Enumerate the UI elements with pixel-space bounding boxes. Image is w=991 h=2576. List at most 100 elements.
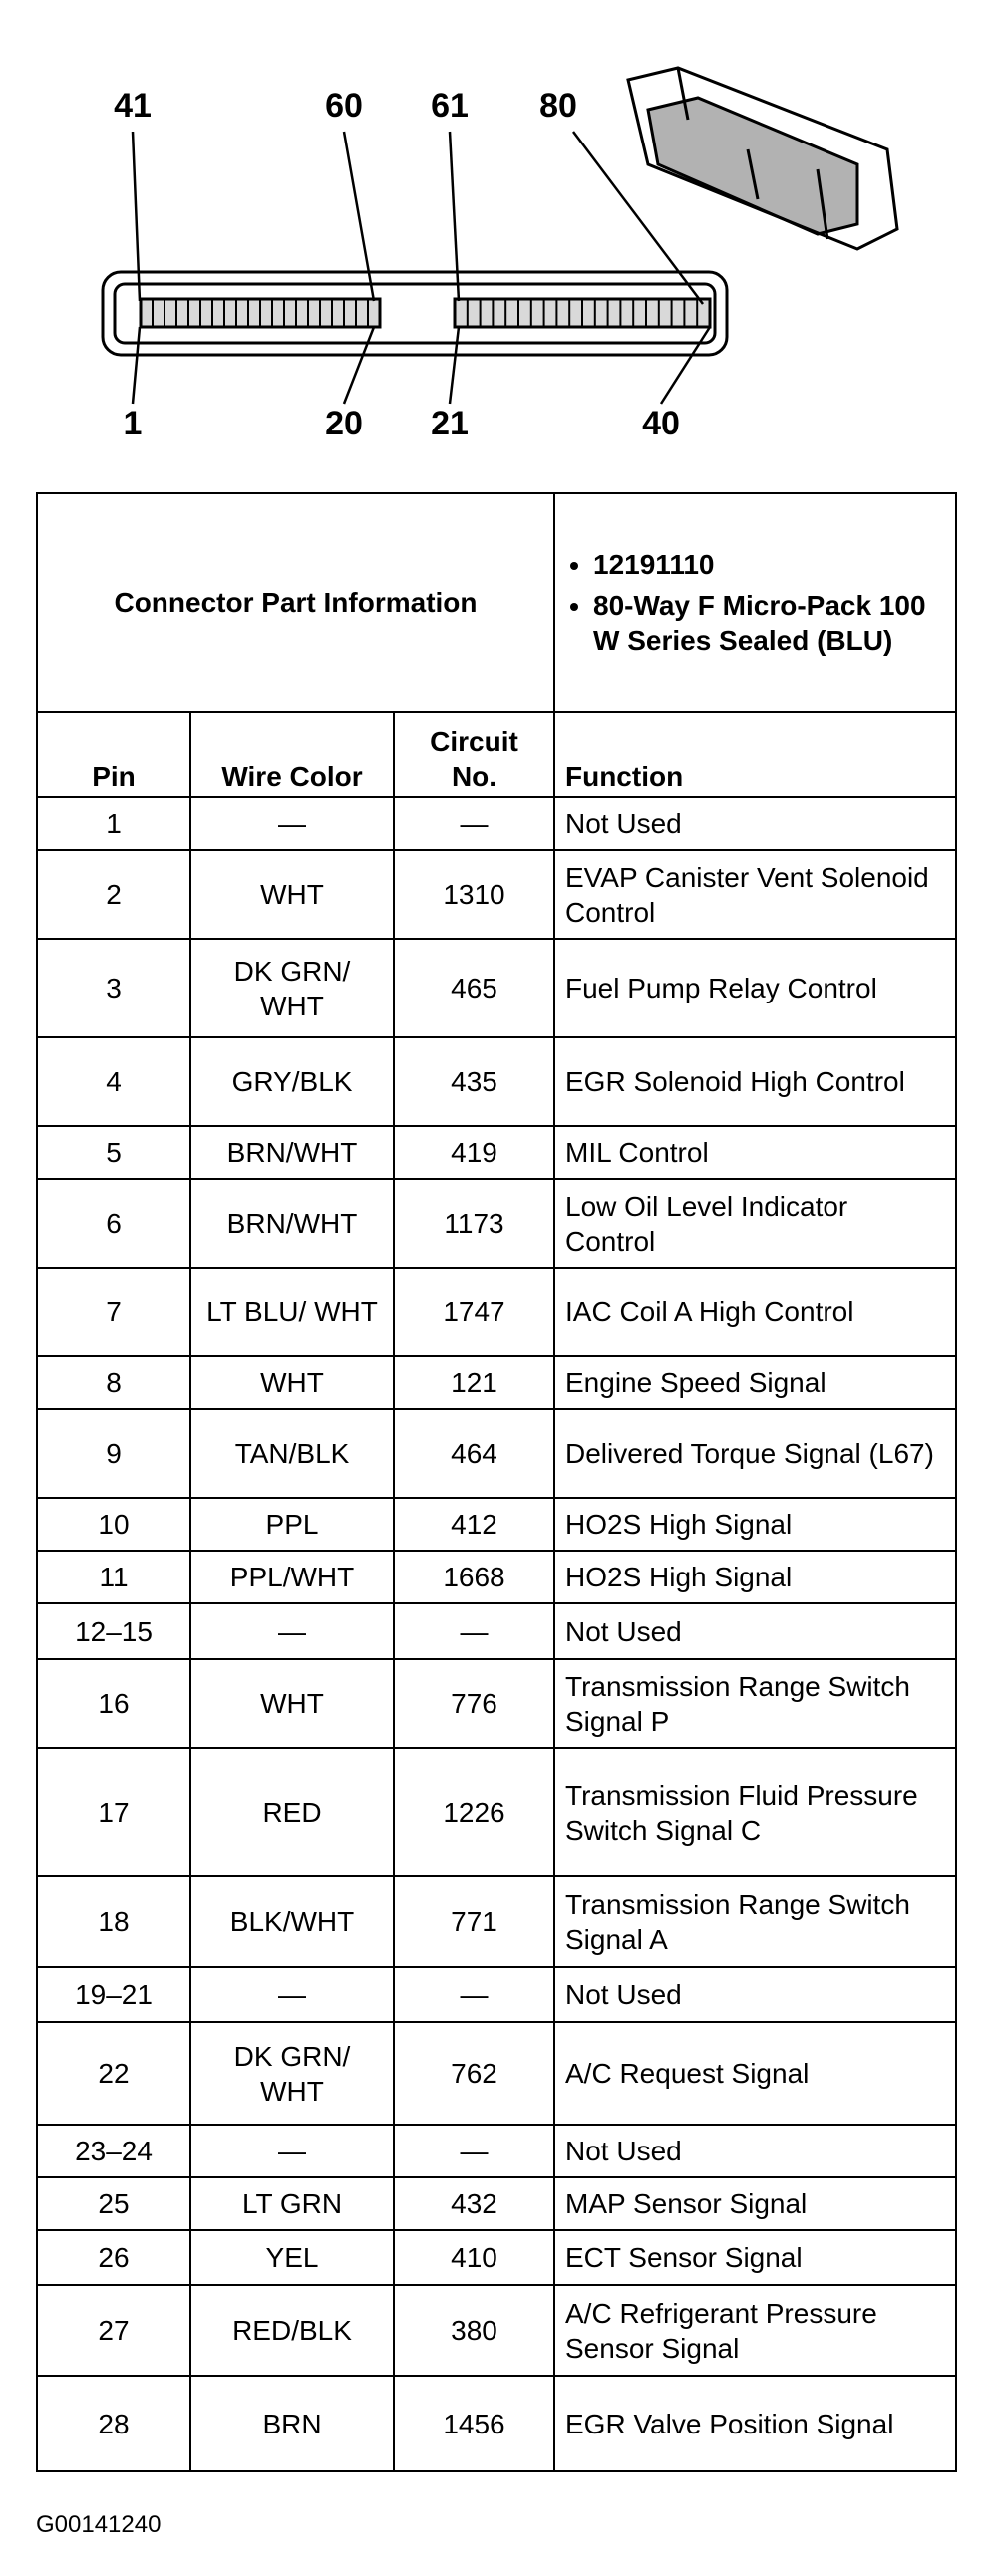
table-row: 1— — Not Used	[36, 796, 957, 851]
pin-label: 80	[539, 87, 577, 125]
table-row: 7 LT BLU/ WHT 1747 IAC Coil A High Control	[36, 1267, 957, 1357]
figure-id: G00141240	[36, 2511, 162, 2538]
pin-label: 60	[325, 87, 363, 125]
table-row: 2 WHT 1310 EVAP Canister Vent Solenoid Cont…	[36, 849, 957, 940]
table-title: Connector Part Information	[36, 492, 555, 713]
table-row: 11 PPL/WHT 1668 HO2S High Signal	[36, 1550, 957, 1604]
function-cell: HO2S High Signal	[553, 1550, 957, 1604]
connector-diagram: 41 60 61 80 1 20 21 40	[101, 66, 899, 442]
circuit-cell: 762	[393, 2021, 555, 2126]
function-cell: Transmission Range Switch Signal P	[553, 1658, 957, 1749]
leader-lines	[131, 131, 712, 405]
function-cell: ECT Sensor Signal	[553, 2229, 957, 2286]
wire-color-cell: LT BLU/ WHT	[189, 1267, 395, 1357]
table-row: 28 BRN 1456 EGR Valve Position Signal	[36, 2375, 957, 2472]
wire-color-cell: —	[189, 796, 395, 851]
pin-label: 61	[431, 87, 469, 125]
table-row: 26 YEL 410 ECT Sensor Signal	[36, 2229, 957, 2286]
wire-color-cell: —	[189, 2124, 395, 2178]
wire-color-cell: GRY/BLK	[189, 1036, 395, 1127]
function-cell: A/C Request Signal	[553, 2021, 957, 2126]
title-row: Connector Part Information 12191110 80-W…	[36, 492, 957, 713]
function-cell: MIL Control	[553, 1125, 957, 1180]
pin-cell: 11	[36, 1550, 191, 1604]
function-cell: MAP Sensor Signal	[553, 2176, 957, 2231]
part-info: 12191110 80-Way F Micro-Pack 100 W Serie…	[553, 492, 957, 713]
circuit-cell: 1226	[393, 1747, 555, 1877]
column-header: Wire Color	[189, 711, 395, 798]
table-body: 1— — Not Used 2 WHT 1310 EVAP Canister Vent So…	[36, 796, 957, 2472]
function-cell: Transmission Fluid Pressure Switch Signa…	[553, 1747, 957, 1877]
pin-cell: 16	[36, 1658, 191, 1749]
circuit-cell: —	[393, 796, 555, 851]
wire-color-cell: WHT	[189, 1355, 395, 1410]
pin-cell: 5	[36, 1125, 191, 1180]
table-row: 3 DK GRN/ WHT 465 Fuel Pump Relay Control	[36, 938, 957, 1038]
wire-color-cell: BRN/WHT	[189, 1125, 395, 1180]
table-row: 18 BLK/WHT 771 Transmission Range Switch Si…	[36, 1875, 957, 1968]
wire-color-cell: BLK/WHT	[189, 1875, 395, 1968]
table-row: 12–15— — Not Used	[36, 1602, 957, 1660]
pin-cell: 7	[36, 1267, 191, 1357]
wire-color-cell: YEL	[189, 2229, 395, 2286]
pinout-table: Connector Part Information 12191110 80-W…	[36, 492, 957, 2472]
table-row: 8 WHT 121 Engine Speed Signal	[36, 1355, 957, 1410]
wire-color-cell: WHT	[189, 1658, 395, 1749]
pin-label: 41	[114, 87, 152, 125]
wire-color-cell: —	[189, 1602, 395, 1660]
wire-color-cell: —	[189, 1966, 395, 2023]
table-row: 5 BRN/WHT 419 MIL Control	[36, 1125, 957, 1180]
function-cell: IAC Coil A High Control	[553, 1267, 957, 1357]
pin-cell: 4	[36, 1036, 191, 1127]
pin-cell: 25	[36, 2176, 191, 2231]
table-row: 10 PPL 412 HO2S High Signal	[36, 1497, 957, 1552]
function-cell: A/C Refrigerant Pressure Sensor Signal	[553, 2284, 957, 2377]
pin-cell: 1	[36, 796, 191, 851]
circuit-cell: 1310	[393, 849, 555, 940]
wire-color-cell: RED	[189, 1747, 395, 1877]
pin-cell: 17	[36, 1747, 191, 1877]
pin-cell: 10	[36, 1497, 191, 1552]
wire-color-cell: PPL/WHT	[189, 1550, 395, 1604]
wire-color-cell: LT GRN	[189, 2176, 395, 2231]
part-number: 12191110	[593, 547, 945, 582]
pin-cell: 2	[36, 849, 191, 940]
pin-cell: 12–15	[36, 1602, 191, 1660]
pin-label: 40	[642, 405, 680, 442]
pin-cell: 6	[36, 1178, 191, 1269]
circuit-cell: 771	[393, 1875, 555, 1968]
table-row: 22 DK GRN/ WHT 762 A/C Request Signal	[36, 2021, 957, 2126]
column-header: Pin	[36, 711, 191, 798]
function-cell: Not Used	[553, 1602, 957, 1660]
pin-cell: 28	[36, 2375, 191, 2472]
pin-cell: 18	[36, 1875, 191, 1968]
function-cell: Not Used	[553, 796, 957, 851]
wire-color-cell: BRN	[189, 2375, 395, 2472]
connector-3d	[626, 66, 899, 251]
wire-color-cell: WHT	[189, 849, 395, 940]
circuit-cell: —	[393, 2124, 555, 2178]
pin-cell: 3	[36, 938, 191, 1038]
circuit-cell: 121	[393, 1355, 555, 1410]
circuit-cell: 419	[393, 1125, 555, 1180]
function-cell: Not Used	[553, 2124, 957, 2178]
function-cell: EGR Solenoid High Control	[553, 1036, 957, 1127]
function-cell: Fuel Pump Relay Control	[553, 938, 957, 1038]
function-cell: EVAP Canister Vent Solenoid Control	[553, 849, 957, 940]
pin-cell: 22	[36, 2021, 191, 2126]
pin-cell: 26	[36, 2229, 191, 2286]
pin-cell: 23–24	[36, 2124, 191, 2178]
function-cell: Transmission Range Switch Signal A	[553, 1875, 957, 1968]
part-description: 80-Way F Micro-Pack 100 W Series Sealed …	[593, 588, 945, 658]
function-cell: Engine Speed Signal	[553, 1355, 957, 1410]
circuit-cell: 464	[393, 1408, 555, 1499]
function-cell: HO2S High Signal	[553, 1497, 957, 1552]
table-row: 23–24— — Not Used	[36, 2124, 957, 2178]
circuit-cell: —	[393, 1602, 555, 1660]
column-header: Circuit No.	[393, 711, 555, 798]
circuit-cell: 1747	[393, 1267, 555, 1357]
pin-label: 21	[431, 405, 469, 442]
wire-color-cell: RED/BLK	[189, 2284, 395, 2377]
wire-color-cell: DK GRN/ WHT	[189, 2021, 395, 2126]
